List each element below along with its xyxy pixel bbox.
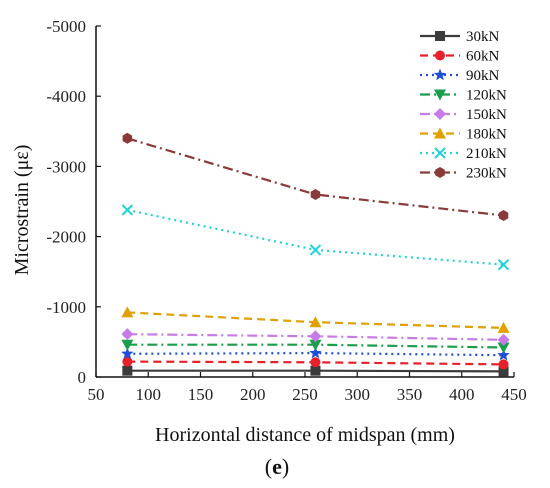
y-axis-title: Microstrain (με) [11, 145, 33, 276]
data-point [121, 306, 134, 318]
panel-label-open: ( [265, 454, 272, 479]
data-point [497, 342, 510, 354]
series-120kN [121, 339, 510, 354]
data-point [310, 357, 321, 368]
legend-item: 30kN [420, 29, 500, 45]
data-point [497, 258, 510, 271]
x-tick-label: 100 [136, 385, 162, 404]
data-point [433, 68, 447, 81]
data-point [121, 328, 134, 341]
legend-label: 90kN [466, 68, 500, 84]
series-90kN [121, 346, 510, 361]
data-point [497, 321, 510, 333]
y-tick-label: -2000 [46, 228, 86, 247]
series-line [127, 351, 504, 357]
data-point [122, 132, 133, 144]
x-tick-label: 350 [397, 385, 423, 404]
data-point [497, 348, 510, 361]
series-150kN [121, 328, 510, 346]
series-230kN [122, 132, 509, 221]
x-tick-label: 450 [501, 385, 527, 404]
data-point [498, 359, 509, 370]
legend: 30kN 60kN 90kN 120kN 150kN 180kN 210kN 230kN [420, 29, 507, 182]
legend-label: 180kN [466, 127, 507, 143]
series-line [127, 208, 504, 266]
data-point [435, 31, 445, 41]
x-axis-title: Horizontal distance of midspan (mm) [155, 424, 455, 446]
data-point [121, 204, 134, 216]
x-tick-label: 200 [240, 385, 266, 404]
data-point [122, 356, 133, 367]
series-180kN [121, 306, 510, 333]
series-30kN [122, 365, 509, 377]
x-tick-label: 150 [188, 385, 214, 404]
panel-label: (e) [265, 454, 289, 479]
legend-label: 230kN [466, 166, 507, 182]
data-point [435, 50, 445, 61]
data-point [434, 127, 446, 139]
y-tick-label: -1000 [46, 298, 86, 317]
data-point [122, 365, 133, 376]
data-point [497, 333, 510, 346]
series-layer [121, 132, 510, 377]
legend-label: 150kN [466, 107, 507, 123]
legend-label: 60kN [466, 49, 500, 65]
series-210kN [121, 204, 510, 271]
data-point [310, 365, 321, 376]
legend-label: 30kN [466, 29, 500, 45]
y-tick-label: -4000 [46, 87, 86, 106]
data-point [434, 108, 446, 120]
series-line [126, 137, 504, 217]
data-point [121, 339, 134, 351]
data-point [435, 167, 445, 178]
data-point [498, 210, 509, 221]
y-tick-label: 0 [78, 368, 87, 387]
x-ticks: 50 100 150 200 250 300 350 400 450 [88, 372, 527, 404]
data-point [434, 147, 446, 159]
x-tick-label: 50 [88, 385, 105, 404]
data-point [309, 330, 322, 343]
legend-item: 60kN [420, 49, 500, 65]
data-point [309, 316, 322, 328]
data-point [121, 347, 134, 360]
x-tick-label: 250 [292, 385, 318, 404]
data-point [309, 346, 322, 359]
data-point [434, 89, 446, 101]
legend-label: 120kN [466, 88, 507, 104]
series-60kN [122, 356, 509, 370]
y-ticks: 0 -1000 -2000 -3000 -4000 -5000 [46, 17, 101, 387]
data-point [309, 244, 322, 256]
panel-label-letter: e [272, 454, 282, 479]
data-point [309, 339, 322, 351]
y-tick-label: -3000 [46, 157, 86, 176]
legend-item: 180kN [420, 127, 507, 143]
legend-item: 90kN [420, 68, 500, 84]
x-tick-label: 400 [449, 385, 475, 404]
plot-area: 50 100 150 200 250 300 350 400 450 0 -1000 -2000 -3… [46, 17, 526, 404]
data-point [498, 366, 509, 377]
legend-item: 120kN [420, 88, 507, 104]
y-tick-label: -5000 [46, 17, 86, 36]
x-tick-label: 300 [345, 385, 371, 404]
legend-item: 210kN [420, 146, 507, 162]
legend-item: 150kN [420, 107, 507, 123]
panel-label-close: ) [282, 454, 289, 479]
legend-item: 230kN [420, 166, 507, 182]
data-point [310, 189, 321, 200]
legend-label: 210kN [466, 146, 507, 162]
